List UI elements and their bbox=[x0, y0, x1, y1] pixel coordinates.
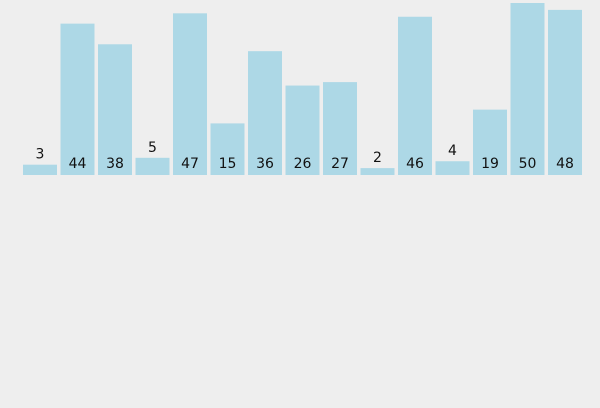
value-label: 50 bbox=[519, 156, 537, 172]
bar bbox=[60, 23, 95, 175]
bar bbox=[210, 123, 245, 175]
bar bbox=[323, 82, 357, 175]
value-label: 46 bbox=[406, 156, 424, 172]
bar bbox=[248, 51, 282, 175]
bar bbox=[360, 168, 395, 175]
bar bbox=[135, 157, 170, 175]
bar bbox=[173, 13, 207, 175]
bar bbox=[435, 161, 470, 175]
value-label: 15 bbox=[219, 156, 237, 172]
value-label: 36 bbox=[256, 156, 274, 172]
value-label: 4 bbox=[448, 143, 457, 159]
bar bbox=[398, 16, 432, 176]
bar bbox=[23, 164, 57, 175]
value-label: 47 bbox=[181, 156, 199, 172]
value-label: 26 bbox=[294, 156, 312, 172]
bar bbox=[98, 44, 132, 175]
value-label: 5 bbox=[148, 140, 157, 156]
bar bbox=[473, 109, 507, 175]
value-label: 44 bbox=[69, 156, 87, 172]
value-label: 48 bbox=[556, 156, 574, 172]
value-label: 3 bbox=[36, 147, 45, 163]
value-label: 27 bbox=[331, 156, 349, 172]
value-label: 19 bbox=[481, 156, 499, 172]
bar bbox=[285, 85, 320, 175]
value-label: 38 bbox=[106, 156, 124, 172]
value-label: 2 bbox=[373, 150, 382, 166]
bar bbox=[510, 3, 545, 175]
bar bbox=[548, 9, 582, 175]
